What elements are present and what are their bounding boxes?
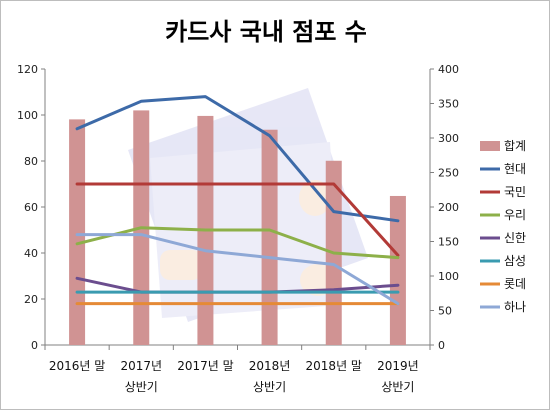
- line-series-group: [75, 95, 400, 306]
- right-tick-label: 100: [438, 270, 459, 283]
- right-tick-label: 150: [438, 236, 459, 249]
- x-category-label: 2016년 말: [49, 359, 105, 373]
- legend-label: 하나: [504, 300, 526, 314]
- right-tick-label: 250: [438, 167, 459, 180]
- line-series-국민: [75, 182, 400, 257]
- legend-label: 국민: [504, 185, 526, 199]
- x-category-line: 상반기: [253, 380, 286, 394]
- right-tick-label: 0: [438, 339, 445, 352]
- right-tick-label: 400: [438, 63, 459, 76]
- x-category-line: 2017년: [120, 359, 162, 373]
- legend-label: 합계: [504, 139, 526, 153]
- left-tick-label: 120: [17, 63, 38, 76]
- right-tick-label: 200: [438, 201, 459, 214]
- right-tick-label: 350: [438, 98, 459, 111]
- bar-total: [389, 195, 406, 345]
- right-tick-label: 300: [438, 132, 459, 145]
- left-y-axis: 0 20 40 60 80 100 120: [17, 63, 46, 352]
- line-series-하나: [75, 233, 400, 306]
- legend-swatch-bar: [480, 141, 500, 151]
- left-tick-label: 0: [31, 339, 38, 352]
- left-tick-label: 80: [24, 155, 38, 168]
- left-tick-label: 100: [17, 109, 38, 122]
- bar-total: [69, 119, 86, 346]
- line-series-현대: [75, 95, 400, 223]
- x-category-label: 2017년 말: [177, 359, 233, 373]
- left-tick-label: 60: [24, 201, 38, 214]
- right-tick-label: 50: [438, 305, 452, 318]
- x-category-line: 2016년 말: [49, 359, 105, 373]
- x-category-line: 상반기: [381, 380, 414, 394]
- x-category-line: 2018년: [249, 359, 291, 373]
- left-tick-label: 40: [24, 247, 38, 260]
- legend-label: 신한: [504, 231, 526, 245]
- x-category-line: 2017년 말: [177, 359, 233, 373]
- x-category-label: 2018년 말: [306, 359, 362, 373]
- x-category-line: 2019년: [377, 359, 419, 373]
- x-category-line: 상반기: [125, 380, 158, 394]
- legend-label: 롯데: [504, 277, 526, 291]
- legend-label: 우리: [504, 208, 526, 222]
- left-tick-label: 20: [24, 293, 38, 306]
- bar-total: [261, 129, 278, 345]
- x-category-line: 2018년 말: [306, 359, 362, 373]
- legend-label: 현대: [504, 162, 526, 176]
- chart-title: 카드사 국내 점포 수: [165, 18, 367, 46]
- right-y-axis: 0 50 100 150 200 250 300 350 400: [429, 63, 459, 352]
- legend-label: 삼성: [504, 254, 526, 268]
- line-series-우리: [75, 226, 400, 260]
